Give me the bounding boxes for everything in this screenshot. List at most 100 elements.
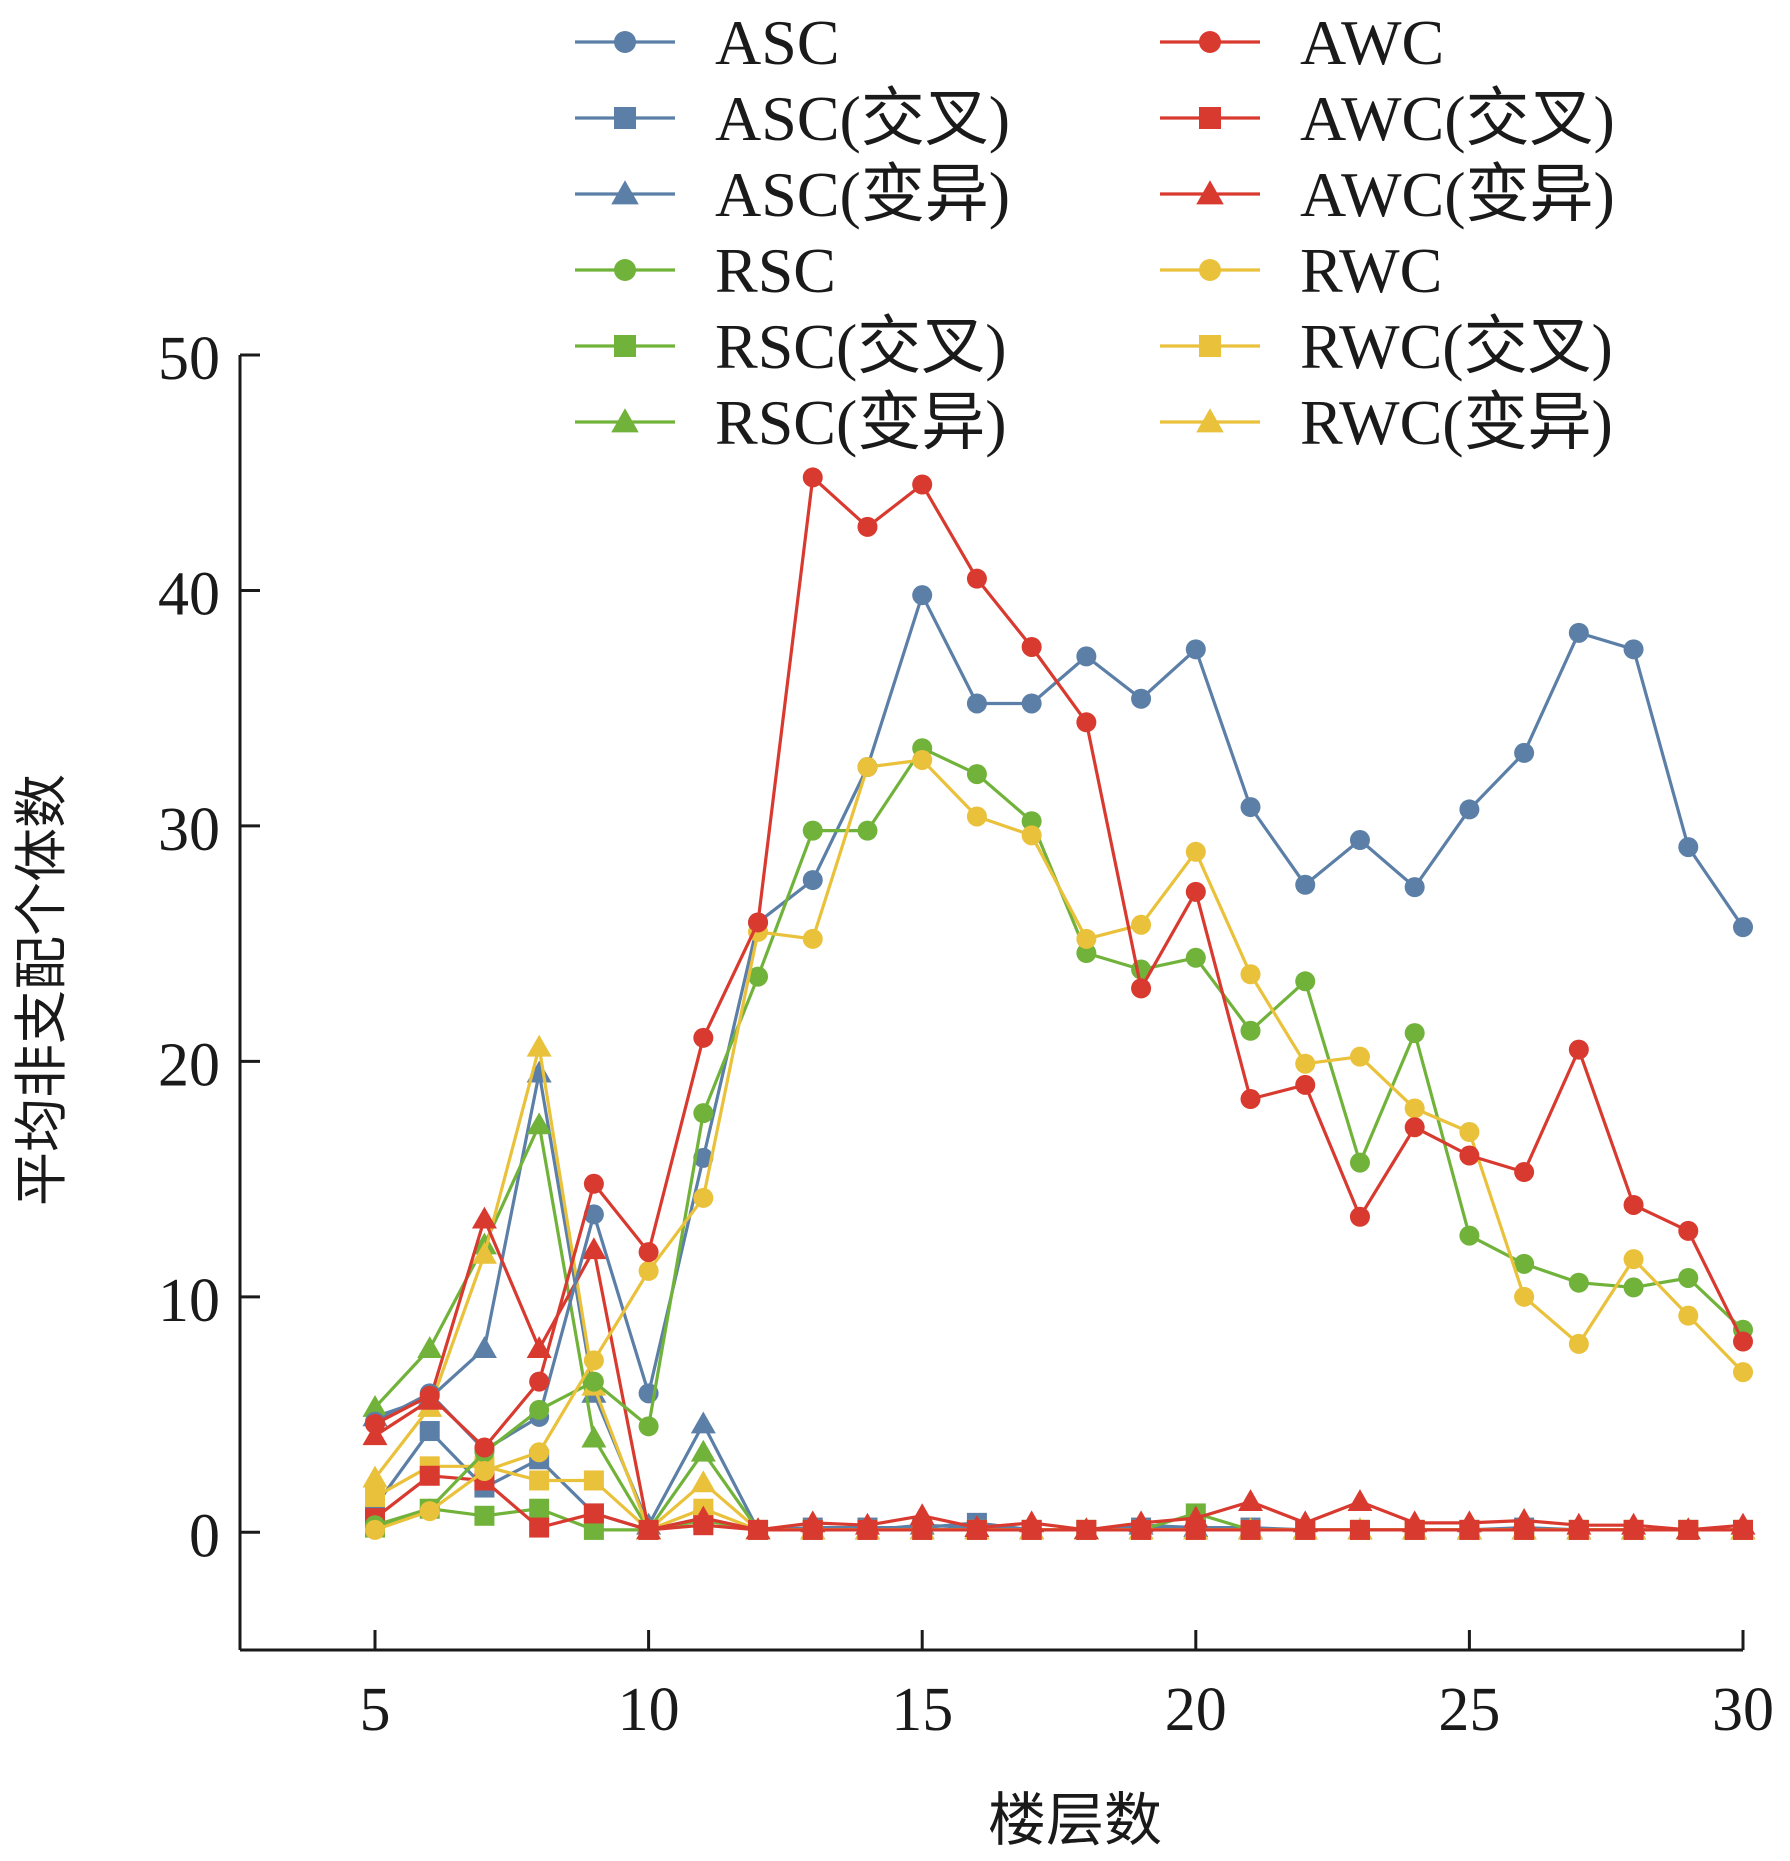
data-point <box>1459 1519 1480 1540</box>
legend-label: ASC <box>715 7 840 78</box>
data-point <box>529 1498 550 1519</box>
plot-series <box>362 467 1756 1540</box>
data-point <box>417 1336 443 1358</box>
data-point <box>1404 1117 1425 1138</box>
legend-marker <box>614 259 636 281</box>
data-point <box>1076 712 1097 733</box>
legend-item: RWC(交叉) <box>1160 311 1613 382</box>
legend-marker <box>611 408 639 433</box>
x-tick-label: 20 <box>1165 1676 1227 1744</box>
legend-label: RSC(交叉) <box>715 311 1007 382</box>
data-point <box>1459 799 1480 820</box>
data-point <box>1076 646 1097 667</box>
data-point <box>1295 1053 1316 1074</box>
data-point <box>748 1519 769 1540</box>
legend-label: RSC <box>715 235 836 306</box>
data-point <box>802 820 823 841</box>
data-point <box>1131 1519 1152 1540</box>
x-tick-label: 5 <box>360 1676 391 1744</box>
data-point <box>1514 1162 1535 1183</box>
data-point <box>1240 797 1261 818</box>
legend-item: RSC <box>575 235 836 306</box>
data-point <box>1349 830 1370 851</box>
series-awc-crossover <box>365 1465 1753 1540</box>
data-point <box>857 516 878 537</box>
data-point <box>966 1519 987 1540</box>
x-tick-label: 25 <box>1438 1676 1500 1744</box>
data-point <box>1459 1145 1480 1166</box>
series-rsc <box>365 738 1753 1536</box>
data-point <box>583 1173 604 1194</box>
legend-marker <box>614 31 636 53</box>
legend-label: AWC <box>1300 7 1444 78</box>
legend-marker <box>1196 180 1224 205</box>
legend-item: AWC(变异) <box>1160 159 1615 230</box>
data-point <box>362 1423 388 1446</box>
data-point <box>1076 943 1097 964</box>
data-point <box>1076 928 1097 949</box>
x-tick-label: 30 <box>1712 1676 1774 1744</box>
data-point <box>474 1461 495 1482</box>
data-point <box>526 1336 552 1358</box>
legend-label: ASC(变异) <box>715 159 1010 230</box>
data-point <box>581 1425 607 1448</box>
data-point <box>365 1519 385 1540</box>
data-point <box>693 1027 714 1048</box>
data-point <box>583 1503 604 1524</box>
data-point <box>1404 877 1425 898</box>
data-point <box>1459 1122 1480 1142</box>
legend-item: AWC <box>1160 7 1444 78</box>
data-point <box>583 1204 604 1225</box>
legend-item: AWC(交叉) <box>1160 83 1615 154</box>
data-point <box>1185 841 1206 862</box>
data-point <box>912 585 933 606</box>
data-point <box>529 1442 550 1463</box>
x-tick-label: 10 <box>618 1676 680 1744</box>
data-point <box>1404 1023 1425 1044</box>
data-point <box>1240 1519 1261 1540</box>
data-point <box>471 1336 497 1358</box>
data-point <box>638 1260 659 1281</box>
data-point <box>748 966 769 987</box>
data-point <box>1404 1519 1425 1540</box>
series-line <box>373 1123 1743 1532</box>
data-point <box>1131 914 1152 935</box>
y-axis-label: 平均非支配个体数 <box>12 774 72 1206</box>
data-point <box>693 1103 714 1124</box>
legend-marker <box>614 335 636 357</box>
legend-marker <box>611 180 639 205</box>
data-point <box>1514 742 1535 763</box>
data-point <box>1021 693 1042 714</box>
data-point <box>1733 1519 1753 1540</box>
data-point <box>419 1421 440 1442</box>
legend-item: RSC(变异) <box>575 387 1007 458</box>
legend-item: RSC(交叉) <box>575 311 1007 382</box>
data-point <box>529 1399 550 1420</box>
data-point <box>802 870 823 891</box>
data-point <box>909 1503 935 1526</box>
plot-axes: 0 10 20 30 40 50 5 10 15 20 25 30 <box>158 325 1774 1744</box>
data-point <box>1295 1519 1316 1540</box>
data-point <box>583 1350 604 1371</box>
data-point <box>638 1519 659 1540</box>
data-point <box>529 1517 550 1538</box>
data-point <box>1678 1305 1699 1326</box>
data-point <box>1076 1519 1097 1540</box>
data-point <box>1131 978 1152 999</box>
data-point <box>912 474 933 495</box>
data-point <box>693 1147 714 1168</box>
data-point <box>1514 1253 1535 1274</box>
data-point <box>912 1519 933 1540</box>
y-tick-label: 50 <box>158 325 220 393</box>
data-point <box>1568 1519 1589 1540</box>
legend-label: AWC(变异) <box>1300 159 1615 230</box>
series-rsc-mutation <box>362 1112 1756 1540</box>
data-point <box>1240 1020 1261 1041</box>
series-rwc <box>365 749 1753 1540</box>
data-point <box>1568 622 1589 643</box>
data-point <box>693 1515 714 1536</box>
data-point <box>1021 636 1042 657</box>
legend-item: ASC <box>575 7 840 78</box>
x-tick-label: 15 <box>891 1676 953 1744</box>
